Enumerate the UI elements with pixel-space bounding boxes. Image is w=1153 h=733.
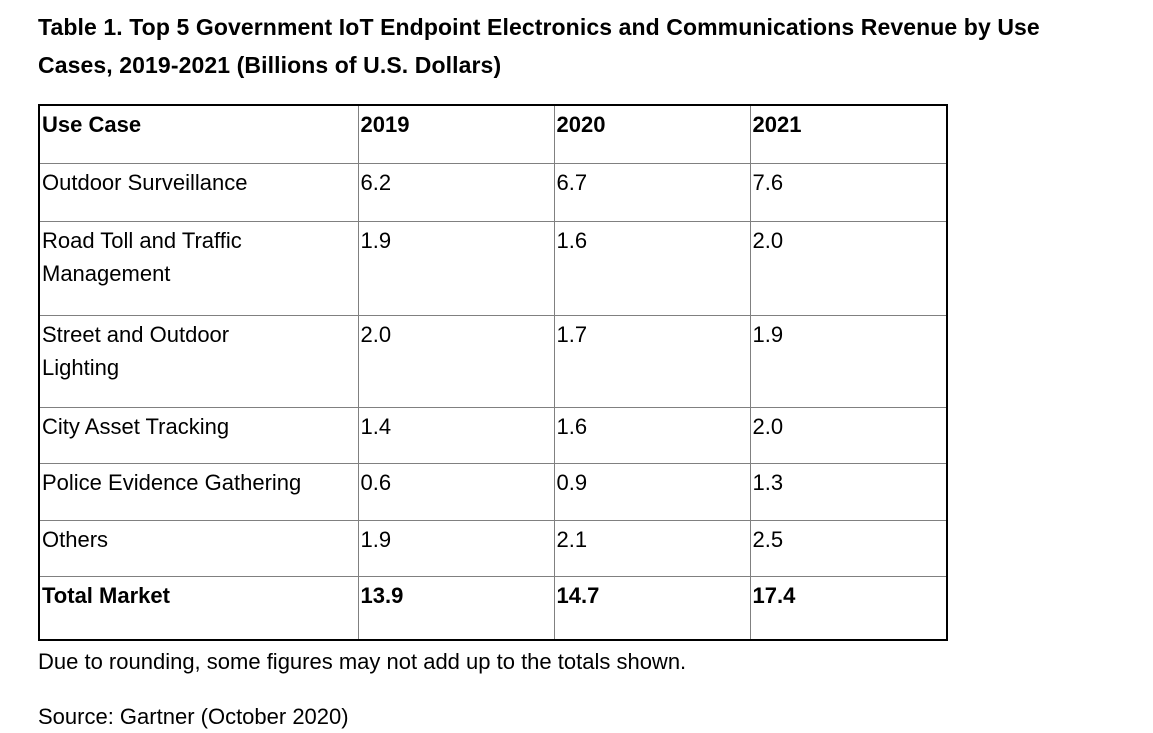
cell-2019-value: 1.9 — [357, 519, 555, 577]
column-header-2019: 2019 — [357, 104, 555, 164]
cell-2021-value: 2.0 — [749, 220, 948, 316]
cell-2021-value: 2.5 — [749, 519, 948, 577]
cell-2019-value: 6.2 — [357, 162, 555, 222]
cell-use-case: Police Evidence Gathering — [38, 462, 359, 521]
table-row: Police Evidence Gathering 0.6 0.9 1.3 — [38, 462, 948, 521]
cell-2019-value: 2.0 — [357, 314, 555, 408]
cell-use-case: City Asset Tracking — [38, 406, 359, 464]
total-row: Total Market 13.9 14.7 17.4 — [38, 575, 948, 641]
column-header-2021: 2021 — [749, 104, 948, 164]
revenue-table: Use Case 2019 2020 2021 Outdoor Surveill… — [38, 104, 948, 641]
cell-use-case: Road Toll and Traffic Management — [38, 220, 359, 316]
cell-use-case: Street and Outdoor Lighting — [38, 314, 359, 408]
table-row: Outdoor Surveillance 6.2 6.7 7.6 — [38, 162, 948, 222]
cell-2019-value: 1.4 — [357, 406, 555, 464]
cell-2020-value: 1.6 — [553, 220, 751, 316]
table-title-line2: Cases, 2019-2021 (Billions of U.S. Dolla… — [38, 52, 502, 78]
column-header-use-case: Use Case — [38, 104, 359, 164]
cell-2019-value: 1.9 — [357, 220, 555, 316]
table-row: City Asset Tracking 1.4 1.6 2.0 — [38, 406, 948, 464]
cell-2020-value: 1.7 — [553, 314, 751, 408]
cell-total-label: Total Market — [38, 575, 359, 641]
use-case-label: Street and Outdoor Lighting — [42, 321, 230, 380]
cell-2021-value: 7.6 — [749, 162, 948, 222]
cell-2020-value: 6.7 — [553, 162, 751, 222]
cell-2019-value: 0.6 — [357, 462, 555, 521]
table-row: Street and Outdoor Lighting 2.0 1.7 1.9 — [38, 314, 948, 408]
cell-2021-value: 1.9 — [749, 314, 948, 408]
source-line: Source: Gartner (October 2020) — [38, 704, 349, 729]
cell-total-2020: 14.7 — [553, 575, 751, 641]
table-title: Table 1. Top 5 Government IoT Endpoint E… — [38, 8, 1153, 84]
cell-use-case: Outdoor Surveillance — [38, 162, 359, 222]
cell-total-2019: 13.9 — [357, 575, 555, 641]
table-title-line1: Table 1. Top 5 Government IoT Endpoint E… — [38, 14, 1040, 40]
cell-2020-value: 0.9 — [553, 462, 751, 521]
column-header-2020: 2020 — [553, 104, 751, 164]
table-row: Road Toll and Traffic Management 1.9 1.6… — [38, 220, 948, 316]
cell-2020-value: 1.6 — [553, 406, 751, 464]
use-case-label: Road Toll and Traffic Management — [42, 227, 242, 286]
cell-2021-value: 2.0 — [749, 406, 948, 464]
table-row: Others 1.9 2.1 2.5 — [38, 519, 948, 577]
cell-2020-value: 2.1 — [553, 519, 751, 577]
rounding-footnote: Due to rounding, some figures may not ad… — [38, 649, 687, 674]
cell-2021-value: 1.3 — [749, 462, 948, 521]
cell-total-2021: 17.4 — [749, 575, 948, 641]
cell-use-case: Others — [38, 519, 359, 577]
header-row: Use Case 2019 2020 2021 — [38, 104, 948, 164]
